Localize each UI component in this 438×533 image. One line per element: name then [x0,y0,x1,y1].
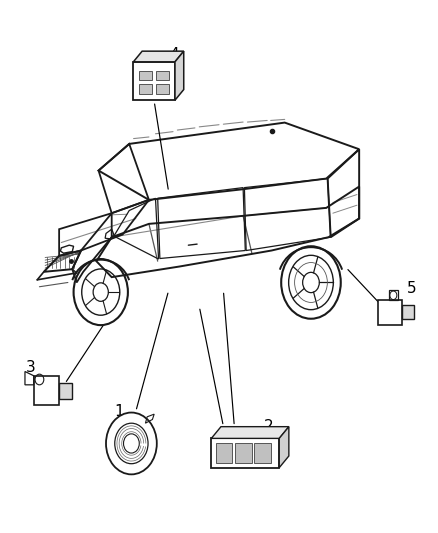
Text: 2: 2 [264,419,274,434]
FancyBboxPatch shape [59,383,72,399]
FancyBboxPatch shape [235,442,252,463]
Text: 5: 5 [407,281,417,296]
FancyBboxPatch shape [254,442,271,463]
FancyBboxPatch shape [156,84,169,94]
Text: 4: 4 [170,47,179,62]
FancyBboxPatch shape [216,442,233,463]
FancyBboxPatch shape [138,84,152,94]
FancyBboxPatch shape [133,62,175,100]
Polygon shape [211,426,289,438]
FancyBboxPatch shape [211,438,279,468]
Polygon shape [133,51,184,62]
FancyBboxPatch shape [402,305,414,319]
FancyBboxPatch shape [34,376,59,405]
Polygon shape [279,426,289,468]
FancyBboxPatch shape [138,71,152,80]
Polygon shape [175,51,184,100]
FancyBboxPatch shape [378,300,402,325]
FancyBboxPatch shape [156,71,169,80]
Circle shape [106,413,157,474]
Text: 3: 3 [26,360,35,375]
Text: 1: 1 [114,404,124,419]
